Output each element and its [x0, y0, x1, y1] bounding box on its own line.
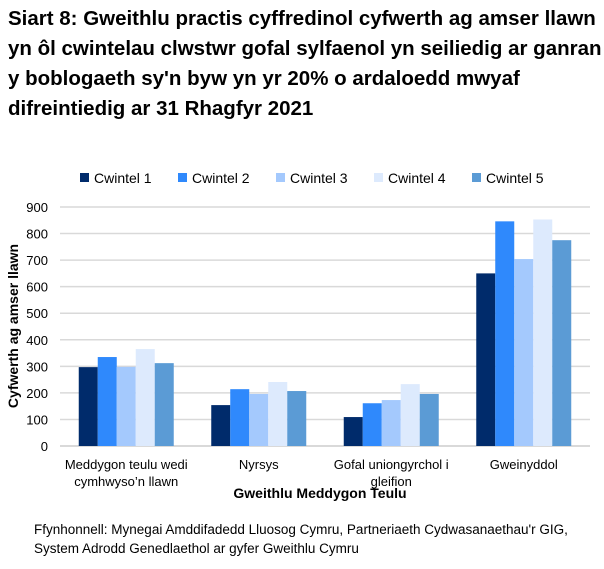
x-tick-label: Meddygon teulu wedi cymhwyso’n llawn: [65, 457, 188, 489]
x-axis-title: Gweithlu Meddygon Teulu: [233, 485, 406, 501]
legend-swatch-4: [374, 173, 383, 182]
legend-swatch-1: [80, 173, 89, 182]
legend-label: Cwintel 2: [192, 170, 250, 186]
legend-label: Cwintel 4: [388, 170, 446, 186]
y-axis-title: Cyfwerth ag amser llawn: [5, 244, 21, 408]
legend-swatch-5: [472, 173, 481, 182]
y-tick-label: 200: [26, 386, 48, 401]
legend-label: Cwintel 3: [290, 170, 348, 186]
bar-1-1: [78, 367, 98, 446]
bar-5-3: [419, 393, 439, 446]
bar-4-2: [268, 382, 288, 446]
y-tick-label: 700: [26, 253, 48, 268]
bar-3-3: [381, 400, 401, 446]
y-tick-label: 800: [26, 227, 48, 242]
bar-3-1: [116, 366, 136, 446]
bar-4-1: [135, 349, 155, 446]
y-tick-label: 400: [26, 333, 48, 348]
chart-title: Siart 8: Gweithlu practis cyffredinol cy…: [8, 7, 602, 120]
bar-4-4: [533, 219, 553, 446]
legend-swatch-3: [276, 173, 285, 182]
y-tick-label: 600: [26, 280, 48, 295]
bar-2-3: [362, 403, 382, 446]
legend-label: Cwintel 1: [94, 170, 152, 186]
bar-5-2: [287, 391, 307, 446]
y-tick-label: 0: [41, 439, 48, 454]
bar-4-3: [400, 384, 420, 446]
bar-2-1: [97, 357, 117, 446]
legend-label: Cwintel 5: [486, 170, 544, 186]
bar-1-2: [211, 405, 231, 446]
y-tick-label: 500: [26, 306, 48, 321]
bar-3-4: [514, 259, 534, 446]
x-tick-label: Nyrsys: [239, 457, 279, 472]
y-tick-label: 300: [26, 359, 48, 374]
bar-5-4: [552, 240, 572, 446]
source-note: Ffynhonnell: Mynegai Amddifadedd Lluosog…: [34, 522, 568, 556]
bar-3-2: [249, 393, 269, 446]
y-tick-label: 100: [26, 412, 48, 427]
x-tick-label: Gweinyddol: [490, 457, 558, 472]
bar-2-4: [495, 221, 515, 446]
bar-1-4: [476, 273, 496, 446]
x-tick-label: Gofal uniongyrchol i gleifion: [334, 457, 449, 489]
legend-swatch-2: [178, 173, 187, 182]
y-tick-label: 900: [26, 200, 48, 215]
bar-5-1: [154, 363, 174, 446]
bar-2-2: [230, 389, 250, 446]
bar-1-3: [343, 417, 363, 446]
